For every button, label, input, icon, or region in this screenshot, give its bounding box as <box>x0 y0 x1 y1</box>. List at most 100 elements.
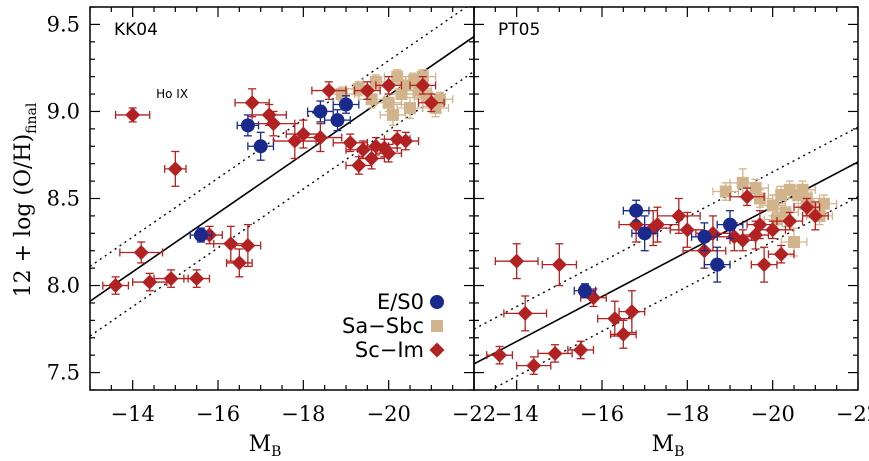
data-point <box>163 271 179 287</box>
x-tick-label: −18 <box>665 402 709 426</box>
panel-label: PT05 <box>498 20 540 40</box>
legend-label: E/S0 <box>377 290 424 314</box>
x-tick-label: −18 <box>281 402 325 426</box>
svg-text:12 + log (O/H)final: 12 + log (O/H)final <box>11 102 40 297</box>
data-point <box>607 311 623 327</box>
plot-frame <box>473 6 859 391</box>
data-point <box>189 271 205 287</box>
data-point <box>253 139 268 154</box>
legend-marker <box>431 320 443 332</box>
x-tick-label: −22 <box>836 402 869 426</box>
data-point <box>108 278 124 294</box>
series-scim <box>102 75 445 295</box>
x-tick-label: −20 <box>751 402 795 426</box>
data-point <box>382 96 395 109</box>
svg-text:MB: MB <box>249 432 282 460</box>
data-point <box>756 257 772 273</box>
data-point <box>342 135 358 151</box>
data-point <box>752 217 768 233</box>
data-point <box>615 326 631 342</box>
panel-kk04: −14 −16 −18 −20 −22 7.5 8.0 8.5 9.0 9.5 KK04 Ho IX <box>47 6 496 426</box>
data-point <box>404 101 416 114</box>
x-tick-label: −22 <box>452 402 496 426</box>
data-point <box>231 255 247 271</box>
data-point <box>526 358 542 374</box>
data-point <box>240 238 256 254</box>
y-axis-title-main: 12 + log (O/H) <box>11 134 36 298</box>
data-point <box>573 342 589 358</box>
data-point <box>312 130 328 146</box>
data-point <box>313 104 328 119</box>
data-point <box>398 133 414 149</box>
x-axis-title-right-sub: B <box>674 444 684 460</box>
data-point <box>240 118 255 133</box>
data-point <box>381 145 397 161</box>
data-point <box>492 347 508 363</box>
data-point <box>415 77 431 93</box>
data-point <box>386 108 399 121</box>
y-tick-label: 8.5 <box>47 187 80 211</box>
legend-marker <box>429 342 445 358</box>
data-point <box>753 192 766 205</box>
data-point <box>142 274 158 290</box>
data-point <box>719 185 732 198</box>
y-axis-title: 12 + log (O/H)final <box>11 102 40 297</box>
data-point <box>697 229 712 244</box>
y-axis-title-sub: final <box>24 102 40 134</box>
data-point <box>739 189 755 205</box>
data-point <box>330 113 345 128</box>
data-point <box>577 283 592 298</box>
data-point <box>125 107 141 123</box>
data-point <box>193 228 208 243</box>
data-point <box>773 246 789 262</box>
legend-label: Sc−Im <box>355 338 424 362</box>
fit-upper-line <box>90 7 468 267</box>
data-point <box>817 197 830 210</box>
data-point <box>710 257 725 272</box>
x-tick-label: −14 <box>495 402 539 426</box>
x-axis-title-left-sub: B <box>271 444 281 460</box>
data-point <box>649 217 665 233</box>
y-tick-label: 7.5 <box>47 361 80 385</box>
x-axis-title-right-main: M <box>652 432 675 457</box>
data-point <box>547 345 563 361</box>
data-point <box>637 226 652 241</box>
x-tick-label: −20 <box>367 402 411 426</box>
data-point <box>782 213 798 229</box>
panel-pt05: −14 −16 −18 −20 −22 PT05 <box>473 6 869 426</box>
annotation-ho-ix: Ho IX <box>156 87 188 101</box>
data-point <box>381 77 397 93</box>
legend-label: Sa−Sbc <box>342 314 424 338</box>
x-tick-label: −16 <box>196 402 240 426</box>
data-point <box>799 199 815 215</box>
data-point <box>551 257 567 273</box>
data-point <box>359 83 375 99</box>
data-point <box>765 222 781 238</box>
legend-marker <box>430 295 444 309</box>
y-tick-label: 8.0 <box>47 274 80 298</box>
data-point <box>351 157 367 173</box>
x-axis-title-right: MB <box>652 432 685 460</box>
data-point <box>679 222 695 238</box>
data-points <box>102 69 454 295</box>
data-point <box>339 97 353 112</box>
x-tick-label: −16 <box>580 402 624 426</box>
y-tick-label: 9.5 <box>47 12 80 36</box>
series-es0 <box>573 199 744 299</box>
data-point <box>788 236 800 249</box>
panel-label: KK04 <box>114 20 158 40</box>
fit-lines <box>474 126 858 390</box>
y-tick-label: 9.0 <box>47 99 80 123</box>
data-point <box>749 182 762 195</box>
data-point <box>671 208 687 224</box>
x-axis-title-left-main: M <box>249 432 272 457</box>
data-point <box>133 244 149 260</box>
data-point <box>423 95 439 111</box>
series-sasbc <box>328 69 454 127</box>
data-point <box>517 305 533 321</box>
data-point <box>723 217 737 232</box>
data-point <box>735 232 751 248</box>
data-point <box>321 83 337 99</box>
panels: −14 −16 −18 −20 −22 7.5 8.0 8.5 9.0 9.5 KK04 Ho IX −… <box>47 6 869 426</box>
